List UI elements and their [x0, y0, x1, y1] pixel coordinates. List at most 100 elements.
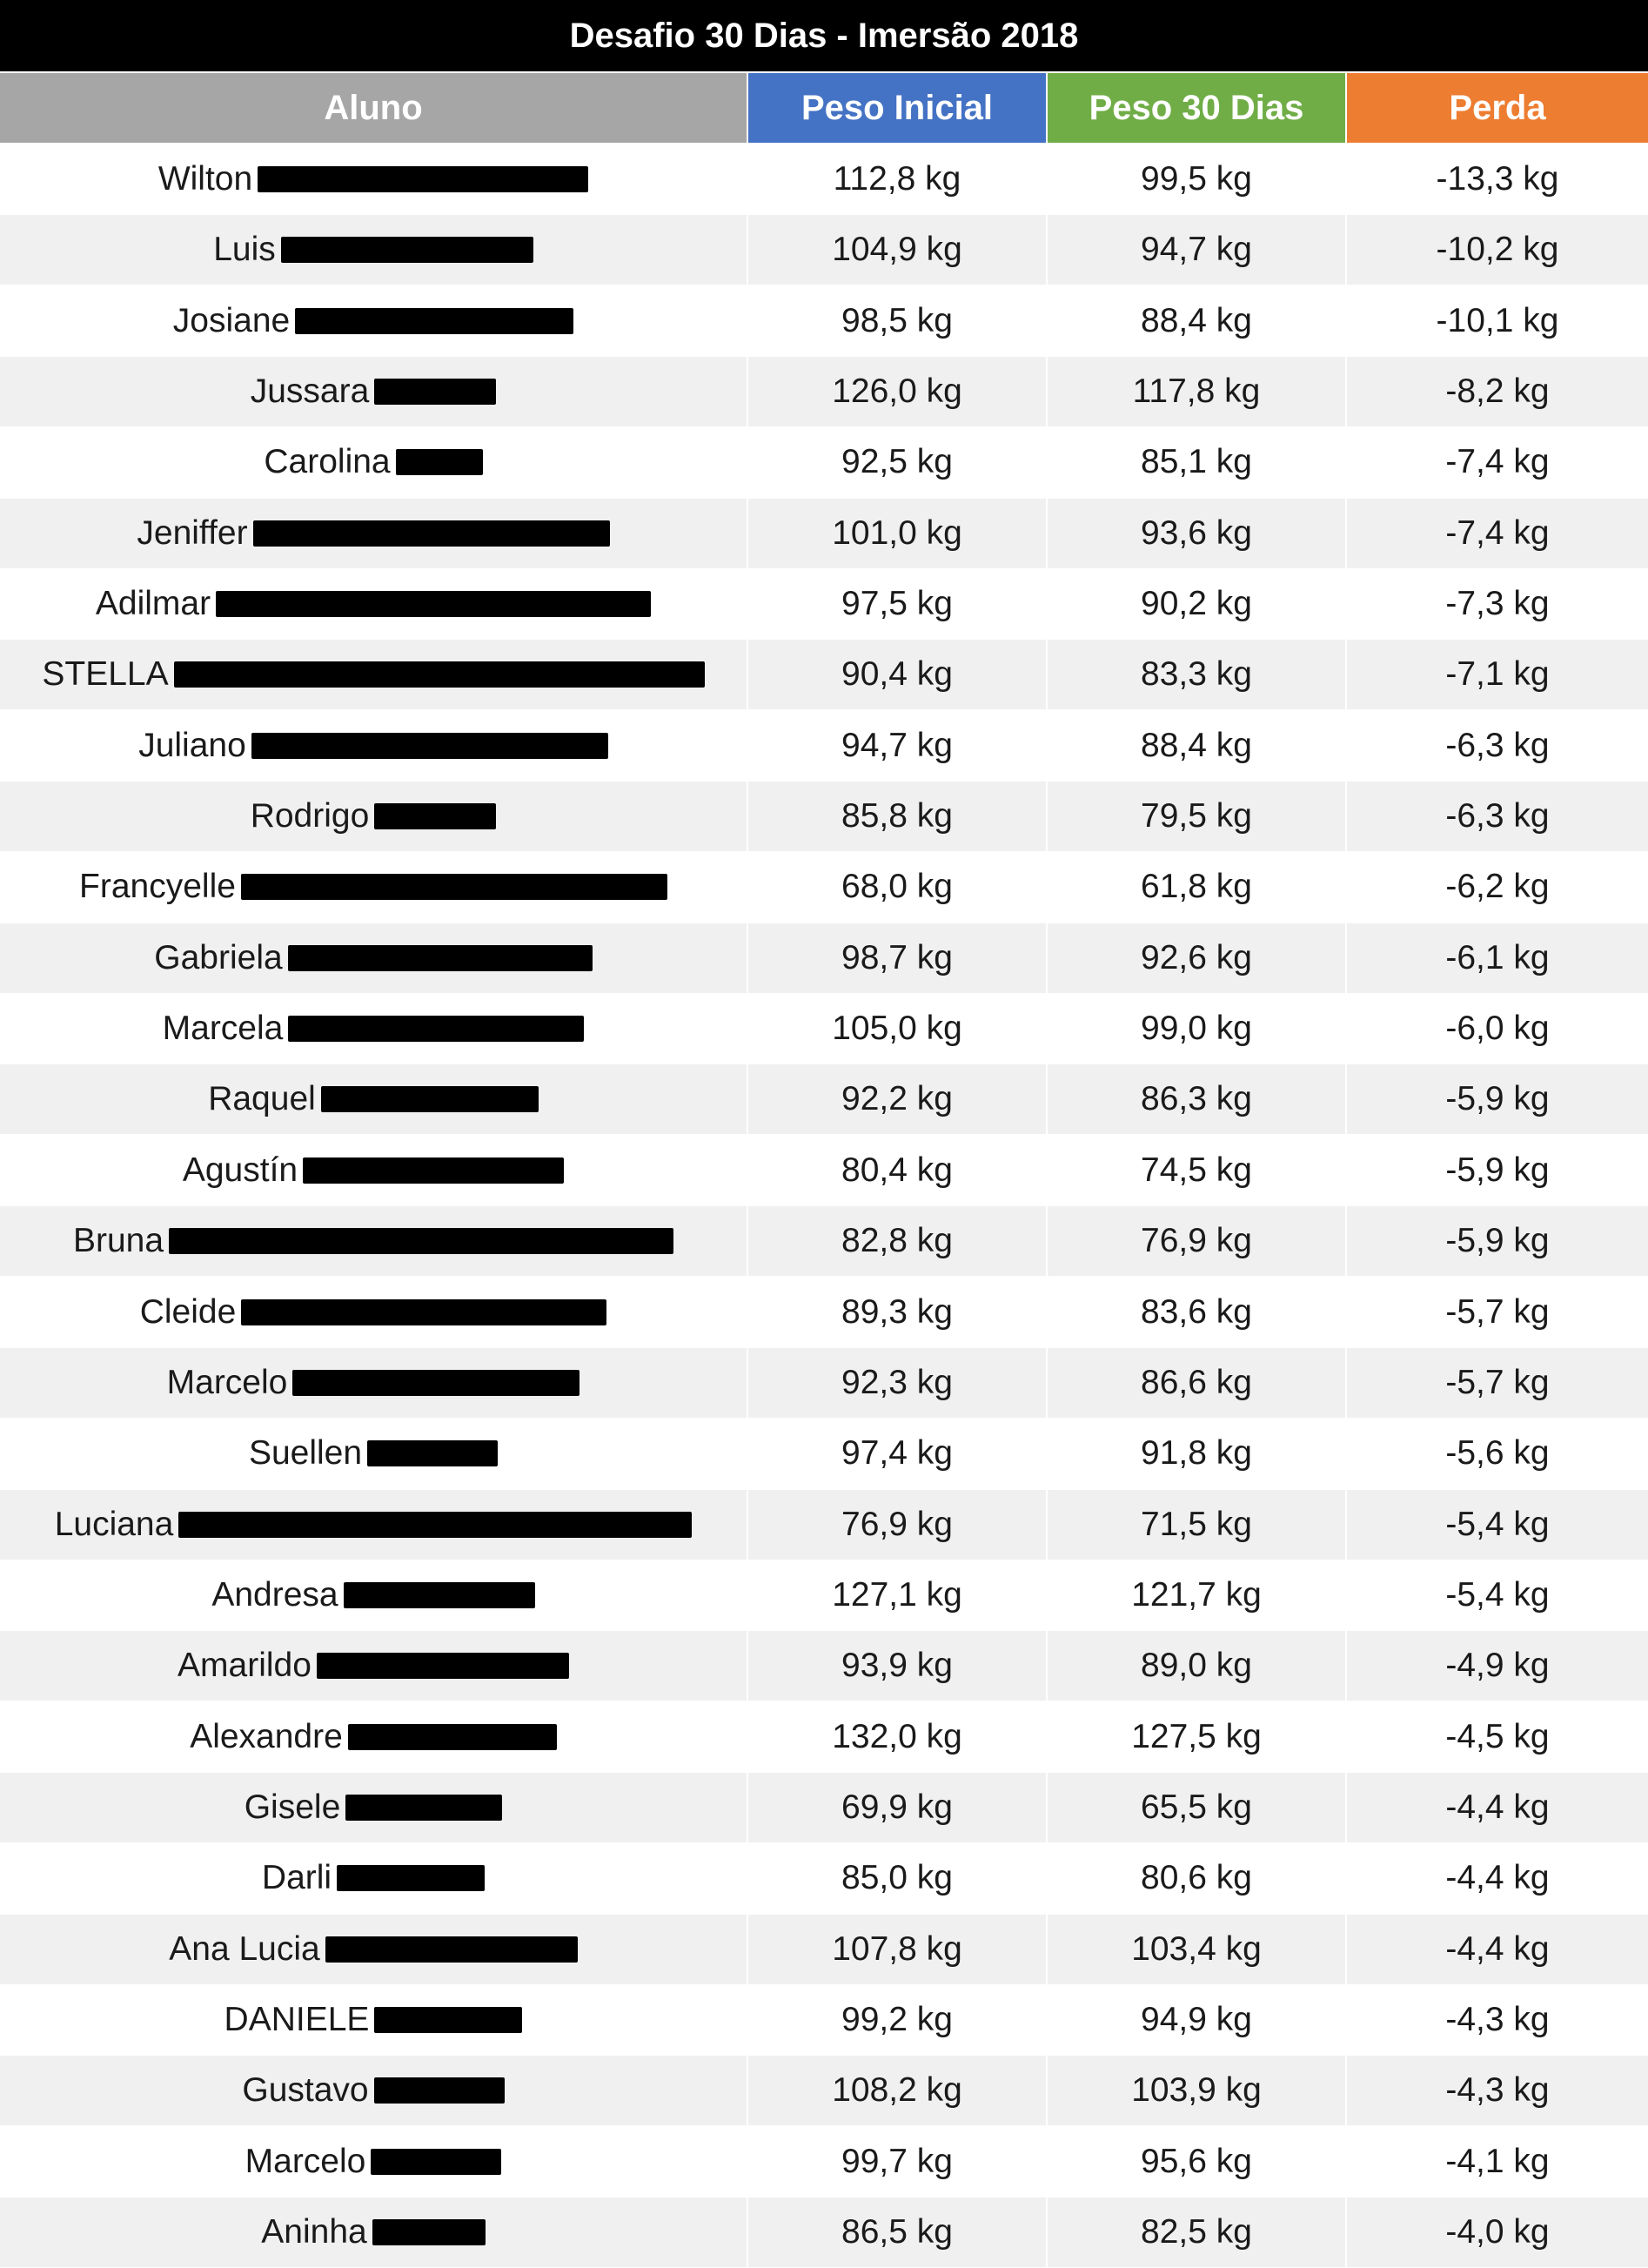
cell-peso-30-dias[interactable]: 88,4 kg — [1048, 710, 1347, 781]
cell-aluno[interactable]: Marcela — [0, 994, 748, 1064]
cell-aluno[interactable]: Suellen — [0, 1419, 748, 1489]
header-peso-30-dias[interactable]: Peso 30 Dias — [1048, 73, 1347, 143]
cell-perda[interactable]: -5,4 kg — [1445, 1505, 1550, 1543]
cell-peso-inicial[interactable]: 92,2 kg — [748, 1064, 1048, 1135]
table-row[interactable]: Bruna 82,8 kg 76,9 kg -5,9 kg — [0, 1206, 1648, 1277]
table-row[interactable]: Suellen 97,4 kg 91,8 kg -5,6 kg — [0, 1419, 1648, 1489]
table-row[interactable]: Alexandre 132,0 kg 127,5 kg -4,5 kg — [0, 1701, 1648, 1772]
table-row[interactable]: Marcelo 99,7 kg 95,6 kg -4,1 kg — [0, 2126, 1648, 2197]
cell-peso-inicial[interactable]: 90,4 kg — [748, 640, 1048, 710]
cell-aluno[interactable]: Jeniffer — [0, 498, 748, 568]
cell-peso-30-dias[interactable]: 85,1 kg — [1048, 427, 1347, 498]
cell-perda[interactable]: -6,2 kg — [1445, 868, 1550, 906]
cell-peso-inicial[interactable]: 108,2 kg — [748, 2056, 1048, 2126]
cell-aluno[interactable]: Francyelle — [0, 852, 748, 923]
cell-peso-inicial[interactable]: 85,0 kg — [748, 1843, 1048, 1914]
cell-peso-inicial[interactable]: 99,2 kg — [748, 1984, 1048, 2055]
cell-aluno[interactable]: Wilton — [0, 144, 748, 214]
cell-perda[interactable]: -6,3 kg — [1445, 797, 1550, 835]
header-perda[interactable]: Perda — [1347, 73, 1648, 143]
table-row[interactable]: STELLA 90,4 kg 83,3 kg -7,1 kg — [0, 640, 1648, 710]
cell-perda[interactable]: -4,3 kg — [1445, 2071, 1550, 2110]
cell-peso-inicial[interactable]: 126,0 kg — [748, 357, 1048, 427]
cell-perda[interactable]: -4,4 kg — [1445, 1788, 1550, 1826]
table-row[interactable]: Francyelle 68,0 kg 61,8 kg -6,2 kg — [0, 852, 1648, 923]
cell-peso-inicial[interactable]: 98,7 kg — [748, 923, 1048, 993]
cell-aluno[interactable]: Josiane — [0, 285, 748, 356]
cell-perda[interactable]: -7,4 kg — [1445, 443, 1550, 481]
cell-aluno[interactable]: Juliano — [0, 710, 748, 781]
cell-peso-30-dias[interactable]: 65,5 kg — [1048, 1772, 1347, 1842]
cell-aluno[interactable]: Aninha — [0, 2197, 748, 2267]
table-row[interactable]: Amarildo 93,9 kg 89,0 kg -4,9 kg — [0, 1631, 1648, 1701]
cell-peso-inicial[interactable]: 85,8 kg — [748, 782, 1048, 852]
cell-peso-30-dias[interactable]: 121,7 kg — [1048, 1560, 1347, 1630]
cell-peso-inicial[interactable]: 82,8 kg — [748, 1206, 1048, 1277]
cell-perda[interactable]: -4,3 kg — [1445, 2000, 1550, 2038]
cell-aluno[interactable]: Luis — [0, 215, 748, 285]
cell-peso-inicial[interactable]: 97,4 kg — [748, 1419, 1048, 1489]
cell-peso-30-dias[interactable]: 103,4 kg — [1048, 1914, 1347, 1984]
cell-perda[interactable]: -6,0 kg — [1445, 1010, 1550, 1048]
cell-peso-30-dias[interactable]: 89,0 kg — [1048, 1631, 1347, 1701]
cell-perda[interactable]: -4,0 kg — [1445, 2212, 1550, 2251]
table-row[interactable]: Luciana 76,9 kg 71,5 kg -5,4 kg — [0, 1489, 1648, 1560]
cell-perda[interactable]: -4,4 kg — [1445, 1929, 1550, 1968]
table-row[interactable]: Darli 85,0 kg 80,6 kg -4,4 kg — [0, 1843, 1648, 1914]
cell-aluno[interactable]: Agustín — [0, 1135, 748, 1205]
cell-peso-30-dias[interactable]: 79,5 kg — [1048, 782, 1347, 852]
cell-peso-30-dias[interactable]: 88,4 kg — [1048, 285, 1347, 356]
table-row[interactable]: Andresa 127,1 kg 121,7 kg -5,4 kg — [0, 1560, 1648, 1630]
table-row[interactable]: Aninha 86,5 kg 82,5 kg -4,0 kg — [0, 2197, 1648, 2267]
cell-perda[interactable]: -10,2 kg — [1436, 231, 1559, 269]
cell-peso-30-dias[interactable]: 83,3 kg — [1048, 640, 1347, 710]
cell-peso-inicial[interactable]: 93,9 kg — [748, 1631, 1048, 1701]
table-row[interactable]: Juliano 94,7 kg 88,4 kg -6,3 kg — [0, 710, 1648, 781]
cell-peso-inicial[interactable]: 132,0 kg — [748, 1701, 1048, 1772]
cell-aluno[interactable]: Marcelo — [0, 1347, 748, 1418]
cell-peso-inicial[interactable]: 127,1 kg — [748, 1560, 1048, 1630]
header-peso-inicial[interactable]: Peso Inicial — [748, 73, 1048, 143]
table-row[interactable]: Gabriela 98,7 kg 92,6 kg -6,1 kg — [0, 923, 1648, 993]
table-row[interactable]: Carolina 92,5 kg 85,1 kg -7,4 kg — [0, 427, 1648, 498]
table-row[interactable]: DANIELE 99,2 kg 94,9 kg -4,3 kg — [0, 1984, 1648, 2055]
cell-aluno[interactable]: Bruna — [0, 1206, 748, 1277]
cell-aluno[interactable]: Gustavo — [0, 2056, 748, 2126]
cell-peso-30-dias[interactable]: 74,5 kg — [1048, 1135, 1347, 1205]
table-row[interactable]: Jeniffer 101,0 kg 93,6 kg -7,4 kg — [0, 498, 1648, 568]
cell-perda[interactable]: -5,6 kg — [1445, 1434, 1550, 1473]
cell-peso-inicial[interactable]: 86,5 kg — [748, 2197, 1048, 2267]
cell-peso-30-dias[interactable]: 76,9 kg — [1048, 1206, 1347, 1277]
cell-peso-inicial[interactable]: 101,0 kg — [748, 498, 1048, 568]
header-aluno[interactable]: Aluno — [0, 73, 748, 143]
cell-perda[interactable]: -7,4 kg — [1445, 513, 1550, 552]
cell-aluno[interactable]: Amarildo — [0, 1631, 748, 1701]
table-row[interactable]: Marcelo 92,3 kg 86,6 kg -5,7 kg — [0, 1347, 1648, 1418]
cell-aluno[interactable]: Adilmar — [0, 569, 748, 640]
cell-aluno[interactable]: Gisele — [0, 1772, 748, 1842]
cell-perda[interactable]: -4,5 kg — [1445, 1717, 1550, 1755]
cell-aluno[interactable]: Ana Lucia — [0, 1914, 748, 1984]
cell-peso-30-dias[interactable]: 61,8 kg — [1048, 852, 1347, 923]
cell-perda[interactable]: -5,9 kg — [1445, 1222, 1550, 1260]
cell-peso-30-dias[interactable]: 93,6 kg — [1048, 498, 1347, 568]
cell-peso-30-dias[interactable]: 91,8 kg — [1048, 1419, 1347, 1489]
cell-perda[interactable]: -7,3 kg — [1445, 585, 1550, 623]
table-row[interactable]: Adilmar 97,5 kg 90,2 kg -7,3 kg — [0, 569, 1648, 640]
cell-peso-30-dias[interactable]: 71,5 kg — [1048, 1489, 1347, 1560]
cell-peso-30-dias[interactable]: 99,0 kg — [1048, 994, 1347, 1064]
cell-perda[interactable]: -13,3 kg — [1436, 160, 1559, 198]
cell-peso-inicial[interactable]: 92,5 kg — [748, 427, 1048, 498]
cell-peso-inicial[interactable]: 107,8 kg — [748, 1914, 1048, 1984]
cell-peso-inicial[interactable]: 104,9 kg — [748, 215, 1048, 285]
cell-peso-30-dias[interactable]: 86,3 kg — [1048, 1064, 1347, 1135]
cell-perda[interactable]: -5,4 kg — [1445, 1575, 1550, 1614]
cell-peso-inicial[interactable]: 76,9 kg — [748, 1489, 1048, 1560]
cell-perda[interactable]: -8,2 kg — [1445, 372, 1550, 411]
cell-peso-inicial[interactable]: 112,8 kg — [748, 144, 1048, 214]
cell-aluno[interactable]: Raquel — [0, 1064, 748, 1135]
cell-peso-30-dias[interactable]: 94,7 kg — [1048, 215, 1347, 285]
cell-peso-inicial[interactable]: 99,7 kg — [748, 2126, 1048, 2197]
cell-aluno[interactable]: Andresa — [0, 1560, 748, 1630]
table-row[interactable]: Ana Lucia 107,8 kg 103,4 kg -4,4 kg — [0, 1914, 1648, 1984]
